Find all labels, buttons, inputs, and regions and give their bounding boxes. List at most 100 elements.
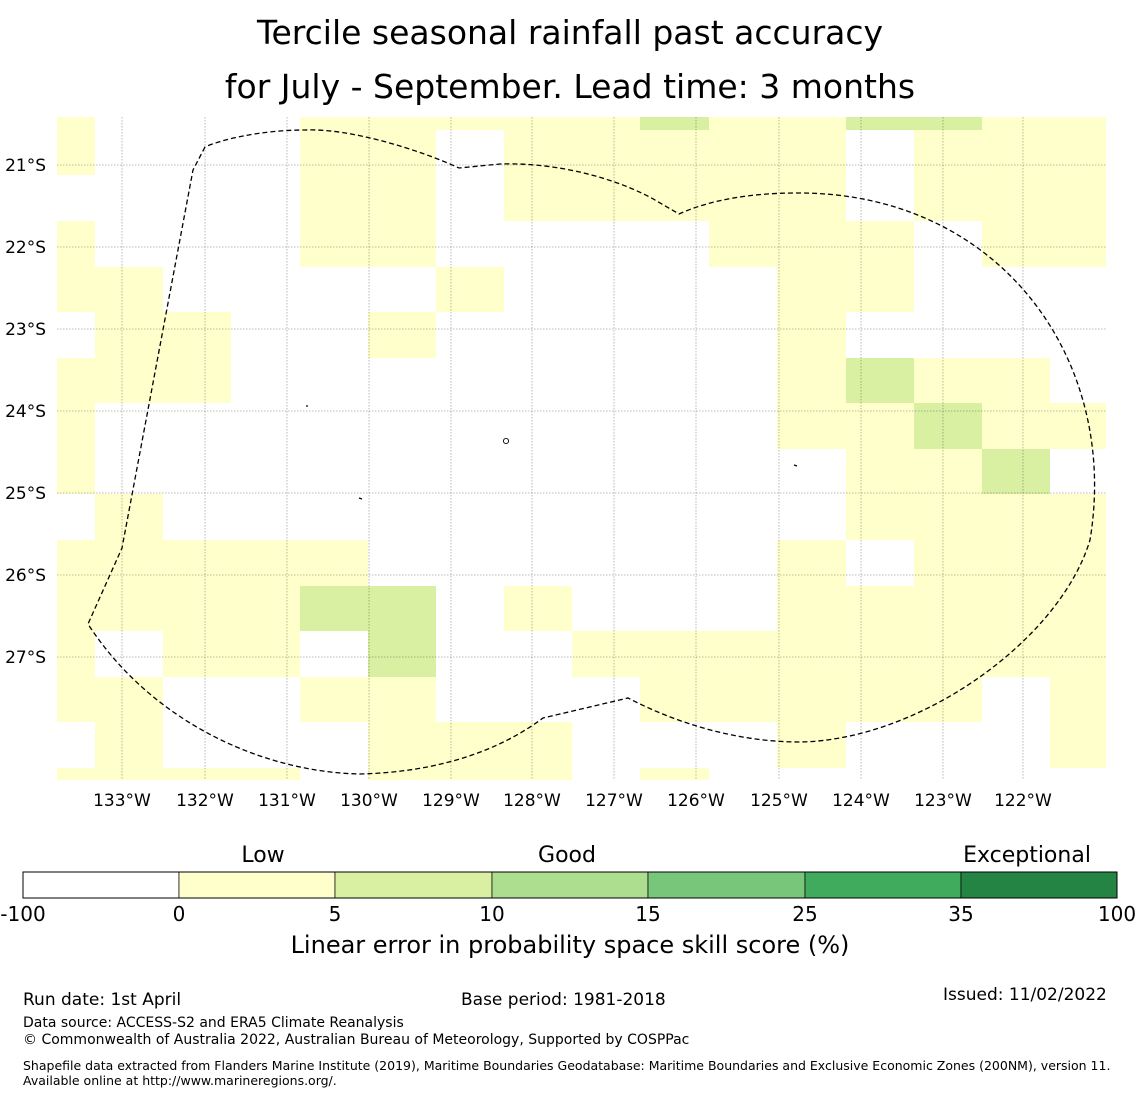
colorbar-bin: [647, 871, 806, 899]
colorbar-tick-label: 100: [1097, 902, 1137, 926]
longitude-label: 127°W: [585, 791, 643, 811]
copyright: © Commonwealth of Australia 2022, Austra…: [23, 1032, 690, 1048]
skill-cell: [504, 130, 640, 175]
skill-cells: [57, 117, 1106, 780]
latitude-labels: 21°S 22°S 23°S 24°S 25°S 26°S 27°S: [5, 156, 46, 668]
colorbar-tick-label: 25: [792, 902, 818, 926]
colorbar-bin: [334, 871, 493, 899]
eez-boundary: [87, 129, 1096, 775]
longitude-label: 130°W: [340, 791, 398, 811]
title-line-1: Tercile seasonal rainfall past accuracy: [256, 13, 884, 52]
island-marker: [793, 464, 798, 467]
skill-cell: [57, 449, 95, 494]
skill-cell: [640, 768, 709, 780]
colorbar-label-low: Low: [241, 843, 285, 868]
skill-cell: [368, 768, 572, 780]
skill-cell: [982, 403, 1106, 449]
colorbar-tick-label: -100: [0, 902, 46, 926]
skill-cell: [300, 221, 436, 267]
skill-cell: [300, 586, 436, 631]
skill-cell: [57, 221, 95, 267]
skill-map: 133°W 132°W 131°W 130°W 129°W 128°W 127°W 126°W…: [5, 117, 1106, 811]
skill-cell: [914, 130, 1106, 175]
skill-cell: [368, 631, 436, 677]
skill-cell: [709, 117, 846, 130]
colorbar-label-good: Good: [538, 843, 596, 868]
skill-cell: [777, 358, 846, 403]
skill-cell: [300, 677, 436, 722]
skill-cell: [504, 175, 640, 221]
skill-cell: [640, 677, 982, 722]
skill-cell: [982, 449, 1050, 494]
skill-cell: [300, 130, 436, 175]
skill-cell: [846, 117, 982, 130]
skill-cell: [982, 117, 1106, 130]
skill-cell: [914, 358, 1050, 403]
colorbar-label-exceptional: Exceptional: [963, 843, 1091, 868]
skill-cell: [777, 631, 1050, 677]
shapefile-credit: Shapefile data extracted from Flanders M…: [23, 1058, 1111, 1088]
skill-cell: [914, 403, 982, 449]
skill-cell: [57, 403, 95, 449]
longitude-label: 122°W: [994, 791, 1052, 811]
latitude-label: 27°S: [5, 648, 46, 668]
colorbar-tick-label: 15: [635, 902, 661, 926]
graticule: [57, 117, 1106, 780]
skill-cell: [57, 358, 231, 403]
colorbar-tick-label: 10: [479, 902, 505, 926]
skill-cell: [57, 117, 95, 130]
colorbar-bin: [491, 871, 649, 899]
latitude-label: 25°S: [5, 484, 46, 504]
colorbar-tick-label: 0: [172, 902, 186, 926]
latitude-label: 23°S: [5, 320, 46, 340]
colorbar-title: Linear error in probability space skill …: [290, 931, 850, 959]
run-date: Run date: 1st April: [23, 990, 182, 1010]
skill-cell: [95, 722, 163, 768]
skill-cell: [57, 267, 163, 312]
longitude-label: 131°W: [258, 791, 316, 811]
colorbar-bin: [960, 871, 1118, 899]
longitude-label: 123°W: [914, 791, 972, 811]
skill-cell: [436, 267, 504, 312]
skill-cell: [368, 312, 436, 358]
base-period: Base period: 1981-2018: [461, 990, 666, 1010]
skill-cell: [57, 586, 300, 631]
skill-cell: [95, 494, 163, 540]
longitude-labels: 133°W 132°W 131°W 130°W 129°W 128°W 127°W 126°W…: [93, 791, 1052, 811]
skill-cell: [640, 117, 709, 130]
skill-cell: [504, 586, 572, 631]
skill-cell: [1050, 722, 1106, 768]
skill-cell: [300, 175, 436, 221]
colorbar: [22, 871, 1118, 899]
skill-cell: [640, 175, 846, 221]
colorbar-bin: [178, 871, 336, 899]
skill-cell: [163, 631, 300, 677]
skill-cell: [982, 221, 1106, 267]
longitude-label: 133°W: [93, 791, 151, 811]
skill-cell: [777, 267, 914, 312]
longitude-label: 124°W: [832, 791, 890, 811]
issued-date: Issued: 11/02/2022: [943, 985, 1107, 1005]
latitude-label: 21°S: [5, 156, 46, 176]
title-line-2: for July - September. Lead time: 3 month…: [224, 67, 916, 106]
skill-cell: [777, 403, 914, 449]
longitude-label: 128°W: [503, 791, 561, 811]
skill-cell: [846, 449, 982, 494]
skill-cell: [1050, 631, 1106, 677]
skill-cell: [57, 677, 163, 722]
longitude-label: 126°W: [667, 791, 725, 811]
skill-cell: [709, 221, 914, 267]
colorbar-bin: [804, 871, 962, 899]
skill-cell: [846, 358, 914, 403]
skill-cell: [572, 631, 777, 677]
skill-cell: [95, 312, 231, 358]
colorbar-tick-label: 5: [328, 902, 342, 926]
skill-cell: [846, 494, 1106, 540]
latitude-label: 26°S: [5, 566, 46, 586]
skill-cell: [57, 540, 368, 586]
skill-cell: [777, 312, 846, 358]
island-marker: [358, 497, 363, 500]
skill-cell: [640, 130, 846, 175]
skill-cell: [777, 722, 846, 768]
skill-cell: [914, 175, 1106, 221]
